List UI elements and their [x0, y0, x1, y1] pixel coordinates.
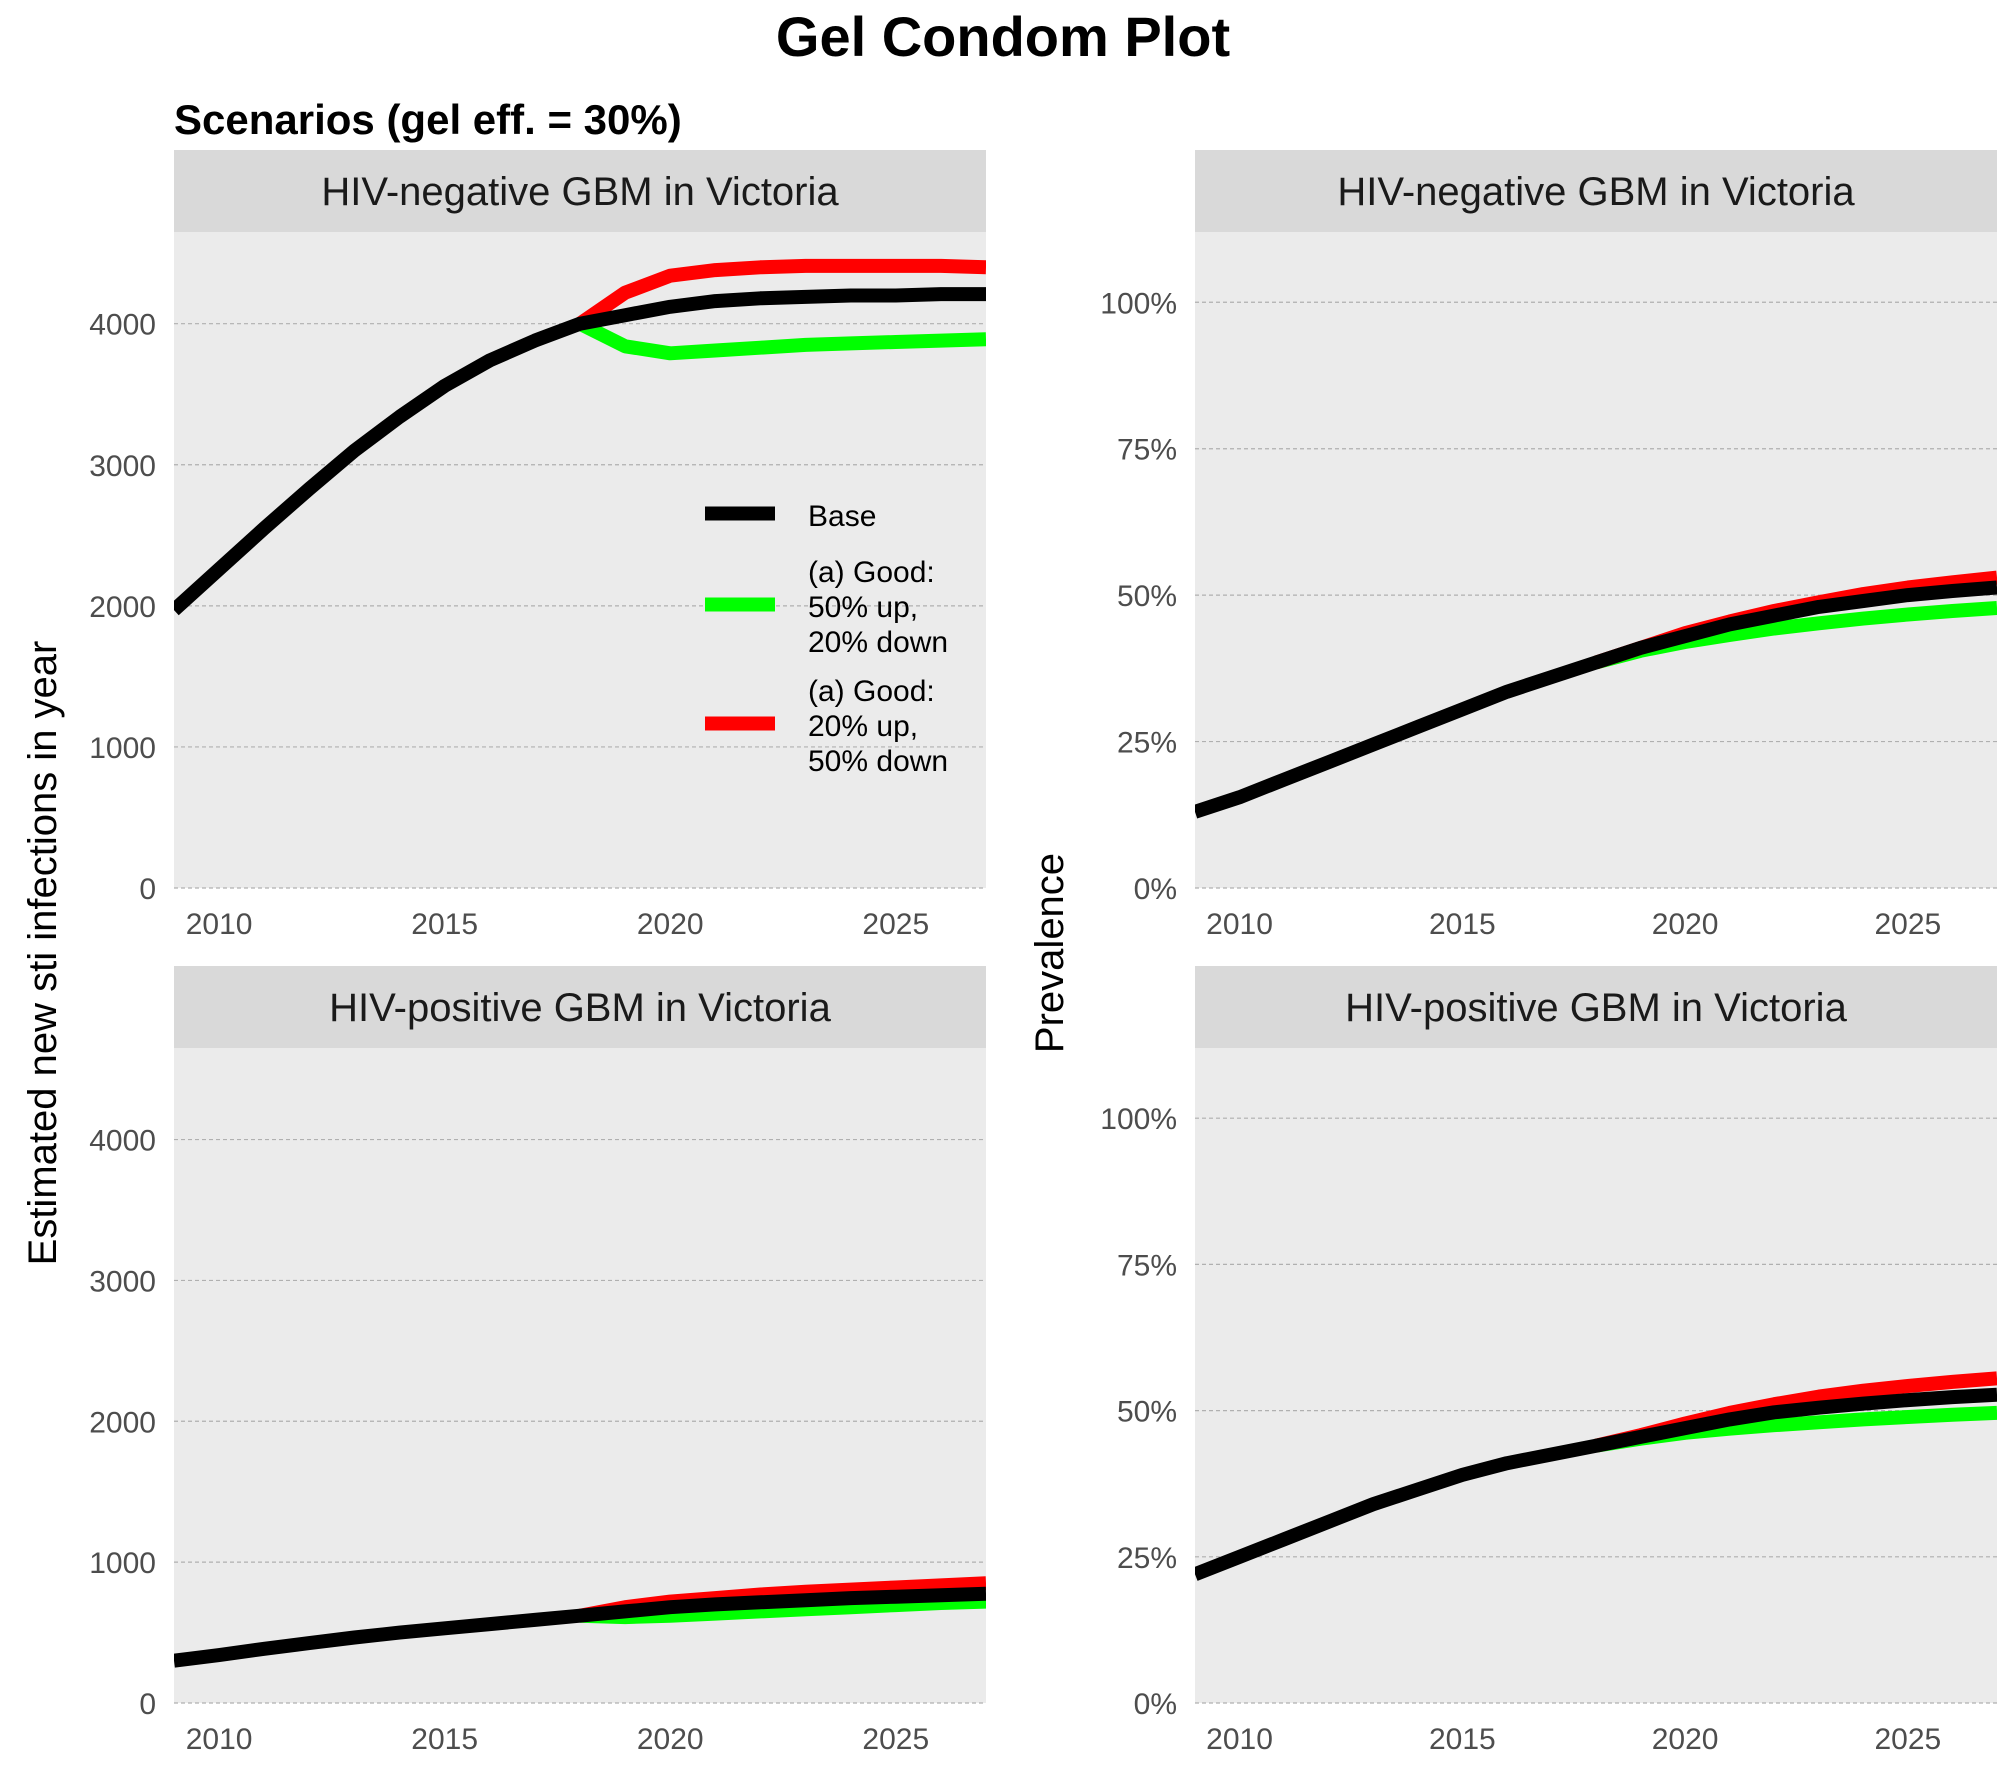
y-axis-label-left: Estimated new sti infections in year — [21, 641, 65, 1266]
x-tick-label: 2010 — [1206, 908, 1273, 941]
panel-2: HIV-negative GBM in Victoria 0% 25% 50% 75% 1… — [1100, 150, 1997, 941]
y-axis-label-right: Prevalence — [1028, 853, 1072, 1053]
legend-label: (a) Good: 20% up, 50% down — [808, 675, 948, 778]
series-line-base — [174, 287, 986, 616]
y-tick-label: 0 — [139, 1688, 156, 1721]
series-group — [174, 1576, 986, 1668]
panel-1: HIV-negative GBM in Victoria 0 1000 2000 300… — [89, 150, 986, 941]
series-line-good-20up — [576, 258, 986, 330]
panel-title: HIV-positive GBM in Victoria — [1345, 986, 1847, 1030]
series-group — [1195, 1371, 1997, 1581]
x-tick-label: 2020 — [1652, 908, 1719, 941]
x-tick-label: 2015 — [411, 1723, 478, 1756]
legend-entry: (a) Good: 50% up, 20% down — [705, 556, 948, 659]
x-tick-label: 2010 — [1206, 1723, 1273, 1756]
panel-title: HIV-negative GBM in Victoria — [321, 170, 839, 214]
series-line-good-50up — [576, 317, 986, 361]
plot-area — [1195, 232, 1997, 888]
x-tick-label: 2020 — [637, 1723, 704, 1756]
panel-strip — [1195, 150, 1997, 232]
y-tick-label: 2000 — [89, 591, 156, 624]
x-tick-label: 2025 — [862, 908, 929, 941]
x-tick-label: 2025 — [1875, 908, 1942, 941]
y-tick-label: 50% — [1117, 580, 1177, 613]
x-tick-label: 2020 — [1652, 1723, 1719, 1756]
panel-4: HIV-positive GBM in Victoria 0% 25% 50% 75% 1… — [1100, 966, 1997, 1756]
y-tick-label: 4000 — [89, 309, 156, 342]
series-group — [174, 258, 986, 616]
x-tick-label: 2025 — [862, 1723, 929, 1756]
legend-label: Base — [808, 500, 876, 533]
y-tick-label: 3000 — [89, 450, 156, 483]
legend-label: (a) Good: 50% up, 20% down — [808, 556, 948, 659]
y-tick-label: 0% — [1134, 873, 1177, 906]
legend-entry: Base — [705, 500, 876, 533]
chart-title: Gel Condom Plot — [776, 5, 1230, 68]
x-tick-label: 2015 — [1429, 1723, 1496, 1756]
x-tick-label: 2010 — [186, 908, 253, 941]
x-tick-label: 2010 — [186, 1723, 253, 1756]
series-group — [1195, 570, 1997, 819]
y-tick-label: 75% — [1117, 1249, 1177, 1282]
y-tick-label: 0% — [1134, 1688, 1177, 1721]
x-tick-label: 2025 — [1875, 1723, 1942, 1756]
legend-entry: (a) Good: 20% up, 50% down — [705, 675, 948, 778]
series-line-base — [1195, 1387, 1997, 1581]
y-tick-label: 100% — [1100, 287, 1177, 320]
panel-strip — [1195, 966, 1997, 1048]
y-tick-label: 25% — [1117, 1542, 1177, 1575]
y-tick-label: 4000 — [89, 1125, 156, 1158]
y-tick-label: 75% — [1117, 434, 1177, 467]
series-line-good-50up — [579, 1594, 986, 1625]
panel-strip — [174, 966, 986, 1048]
series-line-base — [1195, 580, 1997, 819]
panel-strip — [174, 150, 986, 232]
x-tick-label: 2015 — [411, 908, 478, 941]
y-tick-label: 25% — [1117, 727, 1177, 760]
y-tick-label: 0 — [139, 873, 156, 906]
plot-area — [1195, 1048, 1997, 1703]
y-tick-label: 100% — [1100, 1103, 1177, 1136]
panels: HIV-negative GBM in Victoria 0 1000 2000 300… — [89, 150, 1997, 1756]
legend: Base (a) Good: 50% up, 20% down (a) Good: 20%… — [705, 500, 948, 778]
chart-subtitle: Scenarios (gel eff. = 30%) — [174, 96, 682, 143]
panel-3: HIV-positive GBM in Victoria 0 1000 2000 300… — [89, 966, 986, 1756]
panel-title: HIV-positive GBM in Victoria — [329, 986, 831, 1030]
x-tick-label: 2020 — [637, 908, 704, 941]
y-tick-label: 3000 — [89, 1265, 156, 1298]
y-tick-label: 2000 — [89, 1406, 156, 1439]
panel-title: HIV-negative GBM in Victoria — [1337, 170, 1855, 214]
x-tick-label: 2015 — [1429, 908, 1496, 941]
y-tick-label: 1000 — [89, 1547, 156, 1580]
y-tick-label: 1000 — [89, 732, 156, 765]
series-line-base — [174, 1586, 986, 1668]
y-tick-label: 50% — [1117, 1396, 1177, 1429]
